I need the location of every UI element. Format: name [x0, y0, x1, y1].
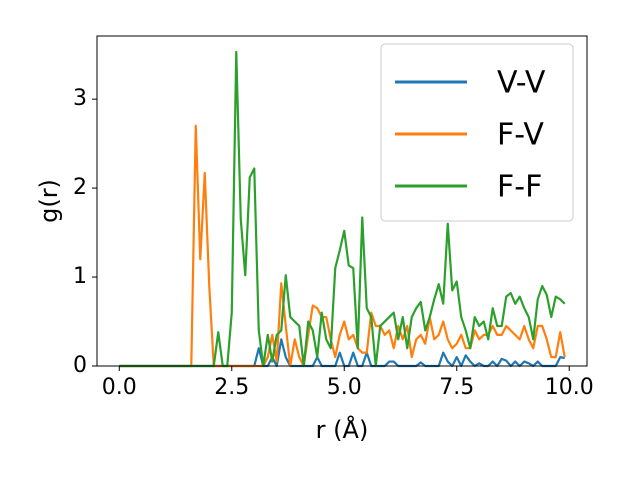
- y-tick-label: 0: [73, 353, 87, 378]
- legend-label: F-V: [497, 118, 544, 153]
- x-axis-label: r (Å): [316, 415, 369, 444]
- x-tick-label: 0.0: [102, 375, 137, 400]
- plot-frame: [96, 35, 588, 367]
- x-tick-label: 10.0: [545, 375, 594, 400]
- y-tick-label: 3: [73, 86, 87, 111]
- line: [119, 338, 565, 368]
- x-tick-label: 5.0: [327, 375, 362, 400]
- y-tick-label: 2: [73, 175, 87, 200]
- y-axis-label: g(r): [35, 179, 63, 223]
- legend-box: [380, 43, 574, 222]
- x-tick-label: 2.5: [214, 375, 249, 400]
- y-tick-label: 1: [73, 264, 87, 289]
- legend-label: V-V: [497, 66, 546, 101]
- x-tick-label: 7.5: [439, 375, 474, 400]
- legend-label: F-F: [497, 170, 542, 205]
